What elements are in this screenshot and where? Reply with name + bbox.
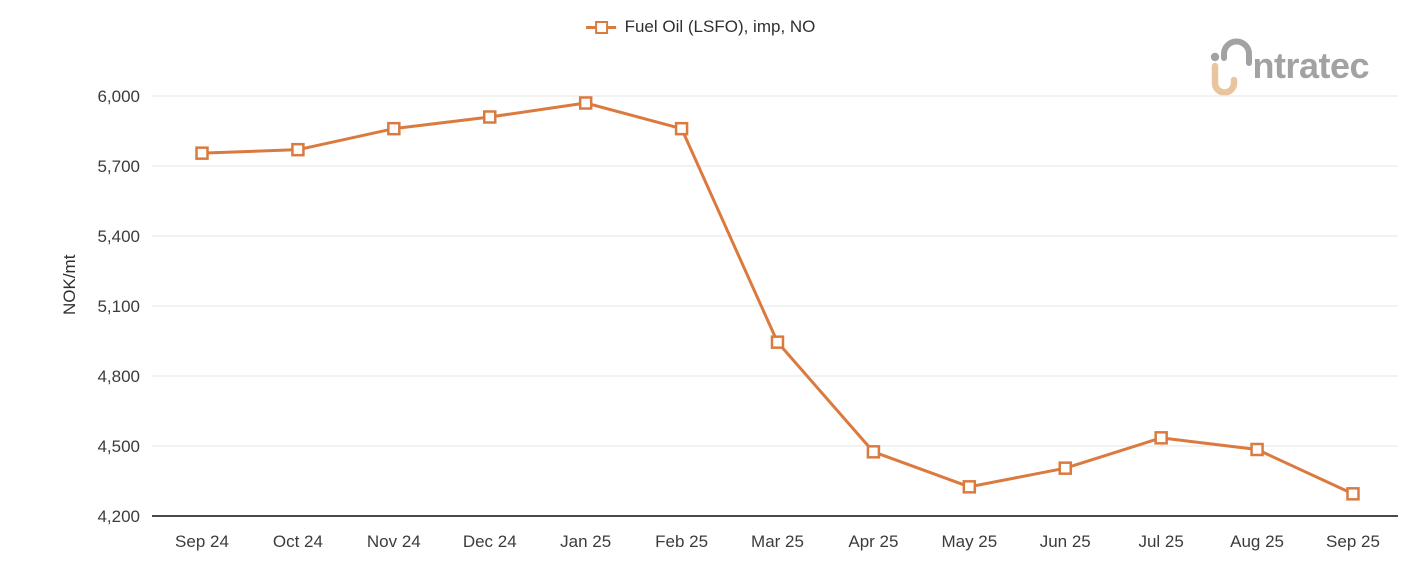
data-point-marker[interactable] (578, 96, 593, 110)
x-tick-label: May 25 (941, 532, 997, 551)
x-tick-label: Mar 25 (751, 532, 804, 551)
y-tick-label: 4,800 (97, 367, 140, 386)
x-tick-label: Jan 25 (560, 532, 611, 551)
data-point-marker[interactable] (387, 121, 401, 136)
data-point-marker[interactable] (770, 335, 785, 349)
legend-label: Fuel Oil (LSFO), imp, NO (624, 17, 816, 36)
x-tick-label: Nov 24 (367, 532, 421, 551)
x-tick-label: Oct 24 (273, 532, 323, 551)
intratec-logo-text: ntratec (1252, 45, 1369, 86)
data-point-marker[interactable] (1058, 461, 1072, 475)
series-line (200, 101, 1355, 496)
x-tick-label: Apr 25 (848, 532, 898, 551)
y-tick-label: 5,700 (97, 157, 140, 176)
data-point-marker[interactable] (674, 121, 689, 136)
x-tick-label: Dec 24 (463, 532, 517, 551)
data-point-marker[interactable] (1154, 431, 1168, 445)
data-point-marker[interactable] (195, 146, 209, 160)
legend-series-marker-icon (585, 20, 616, 34)
data-point-marker[interactable] (1346, 487, 1360, 501)
y-tick-label: 6,000 (97, 87, 140, 106)
y-tick-label: 5,400 (97, 227, 140, 246)
y-tick-label: 5,100 (97, 297, 140, 316)
data-point-marker[interactable] (483, 110, 497, 124)
x-tick-label: Jun 25 (1040, 532, 1091, 551)
intratec-logo: ntratec (1206, 36, 1369, 98)
y-tick-label: 4,500 (97, 437, 140, 456)
x-tick-label: Sep 25 (1326, 532, 1380, 551)
x-tick-label: Feb 25 (655, 532, 708, 551)
data-point-marker[interactable] (866, 445, 881, 459)
data-point-marker[interactable] (962, 480, 977, 494)
x-tick-label: Sep 24 (175, 532, 229, 551)
data-point-marker[interactable] (291, 142, 305, 157)
y-tick-label: 4,200 (97, 507, 140, 526)
x-tick-label: Jul 25 (1138, 532, 1183, 551)
data-point-marker[interactable] (1250, 442, 1264, 457)
x-tick-label: Aug 25 (1230, 532, 1284, 551)
intratec-logo-mark (1211, 38, 1253, 96)
legend-item-fuel-oil[interactable]: Fuel Oil (LSFO), imp, NO (585, 17, 816, 37)
